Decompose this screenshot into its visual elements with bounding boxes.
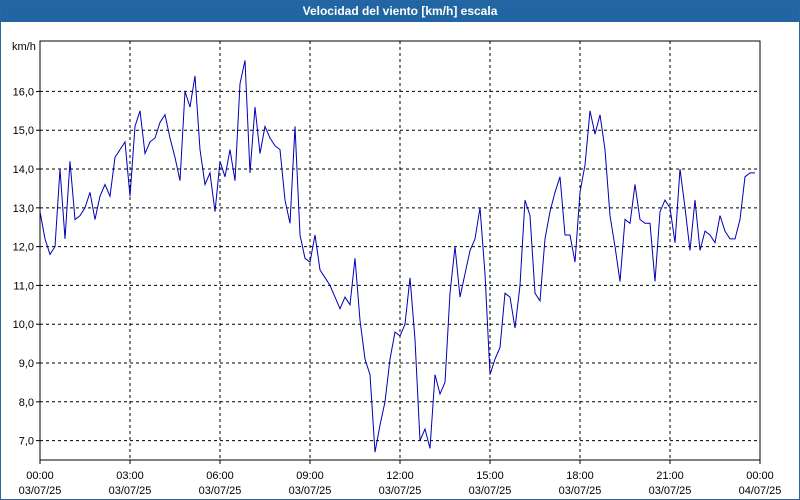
y-tick-label: 14,0 [13,164,34,176]
y-tick-label: 15,0 [13,125,34,137]
y-axis-unit-label: km/h [12,41,36,53]
x-tick-label-date: 03/07/25 [109,485,152,497]
x-axis-ticks: 00:00 03/07/25 03:00 03/07/25 06:00 03/07/25 0… [19,460,782,497]
x-tick-label-time: 06:00 [206,470,234,482]
wind-speed-line [39,60,755,453]
y-tick-label: 10,0 [13,319,34,331]
chart-title: Velocidad del viento [km/h] escala [1,1,799,22]
y-tick-label: 11,0 [13,280,34,292]
x-tick-label-date: 03/07/25 [379,485,422,497]
y-axis-ticks: 7,0 8,0 9,0 10,0 11,0 12,0 13,0 14,0 15,0 16,0 [13,86,40,448]
x-tick-label-date: 03/07/25 [19,485,62,497]
x-tick-label-time: 18:00 [566,470,594,482]
x-tick-label-time: 00:00 [26,470,54,482]
x-tick-label-date: 03/07/25 [199,485,242,497]
y-tick-label: 9,0 [19,358,34,370]
x-tick-label-date: 03/07/25 [649,485,692,497]
y-tick-label: 12,0 [13,242,34,254]
grid-lines [40,41,760,460]
y-tick-label: 7,0 [19,436,34,448]
x-tick-label-date: 03/07/25 [289,485,332,497]
y-tick-label: 13,0 [13,203,34,215]
x-tick-label-time: 12:00 [386,470,414,482]
x-tick-label-date: 03/07/25 [559,485,602,497]
x-tick-label-time: 09:00 [296,470,324,482]
y-tick-label: 8,0 [19,397,34,409]
x-tick-label-time: 15:00 [476,470,504,482]
x-tick-label-date: 03/07/25 [469,485,512,497]
x-tick-label-time: 00:00 [746,470,774,482]
x-tick-label-time: 03:00 [116,470,144,482]
x-tick-label-date: 04/07/25 [739,485,782,497]
x-tick-label-time: 21:00 [656,470,684,482]
y-tick-label: 16,0 [13,86,34,98]
